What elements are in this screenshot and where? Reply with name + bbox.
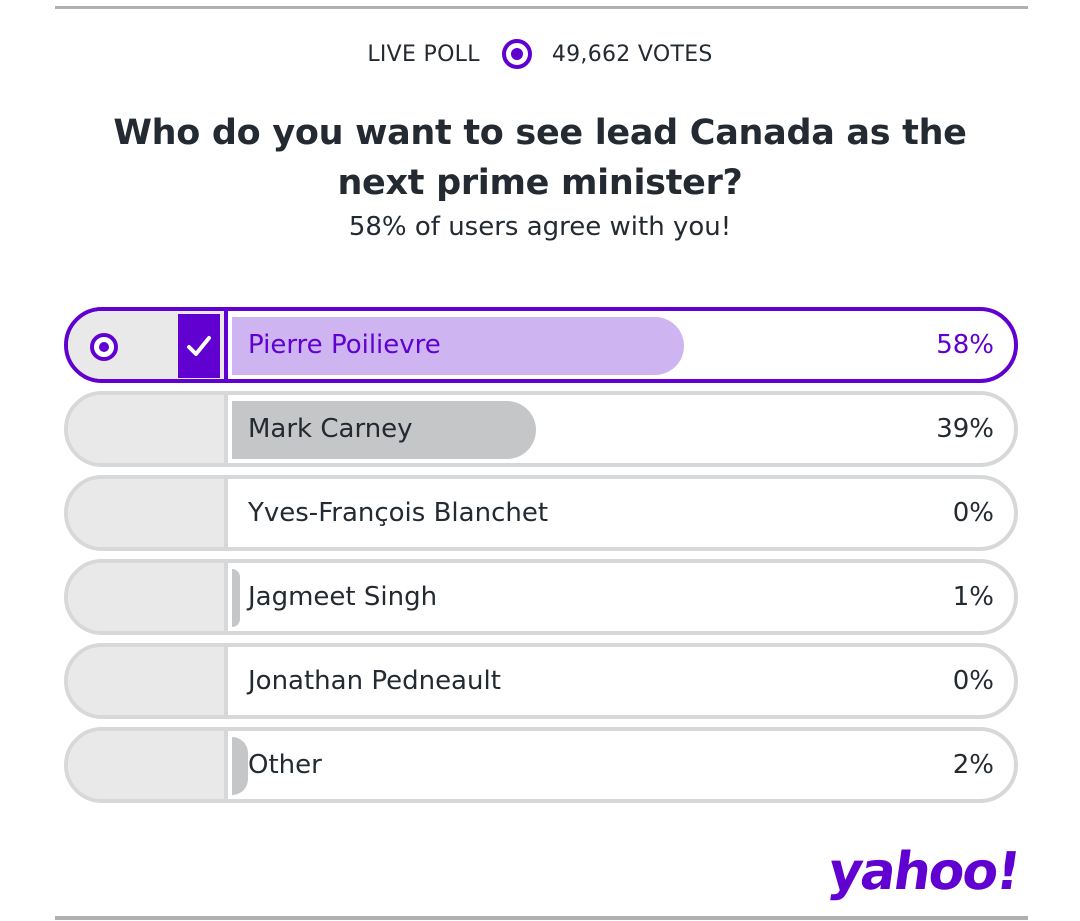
vote-count: 49,662 VOTES (551, 41, 713, 67)
live-indicator-icon (501, 39, 532, 69)
poll-option[interactable]: Mark Carney 39% (64, 391, 1018, 467)
yahoo-logo[interactable]: yahoo! (824, 842, 1023, 902)
bottom-divider (55, 916, 1028, 920)
top-divider (55, 6, 1028, 9)
option-percent: 0% (952, 666, 994, 696)
poll-header: LIVE POLL 49,662 VOTES (0, 36, 1080, 72)
option-label: Jagmeet Singh (248, 582, 438, 612)
option-selector[interactable] (68, 647, 228, 715)
option-label: Jonathan Pedneault (248, 666, 501, 696)
poll-option[interactable]: Jagmeet Singh 1% (64, 559, 1018, 635)
poll-question: Who do you want to see lead Canada as th… (113, 113, 967, 203)
poll-option[interactable]: Yves-François Blanchet 0% (64, 475, 1018, 551)
poll-option[interactable]: Pierre Poilievre 58% (64, 307, 1018, 383)
option-selector[interactable] (68, 563, 228, 631)
option-label: Yves-François Blanchet (248, 498, 549, 528)
option-selector[interactable] (68, 731, 228, 799)
option-label: Mark Carney (248, 414, 413, 444)
option-label: Other (248, 750, 322, 780)
poll-options: Pierre Poilievre 58% Mark Carney 39% Yve… (64, 307, 1018, 811)
option-selector[interactable] (68, 479, 228, 547)
poll-option[interactable]: Other 2% (64, 727, 1018, 803)
option-percent: 1% (952, 582, 994, 612)
result-bar (232, 317, 684, 375)
option-percent: 0% (952, 498, 994, 528)
option-selector[interactable] (68, 395, 228, 463)
radio-selected-icon (90, 333, 118, 361)
option-percent: 39% (936, 414, 994, 444)
option-selector[interactable] (68, 311, 228, 379)
option-percent: 58% (936, 330, 994, 360)
result-bar (232, 569, 240, 627)
poll-option[interactable]: Jonathan Pedneault 0% (64, 643, 1018, 719)
result-bar (232, 401, 536, 459)
live-poll-label: LIVE POLL (367, 41, 480, 67)
option-percent: 2% (952, 750, 994, 780)
checkmark-icon (178, 314, 220, 378)
agreement-text: 58% of users agree with you! (348, 212, 732, 242)
result-bar (232, 737, 248, 795)
option-label: Pierre Poilievre (248, 330, 441, 360)
